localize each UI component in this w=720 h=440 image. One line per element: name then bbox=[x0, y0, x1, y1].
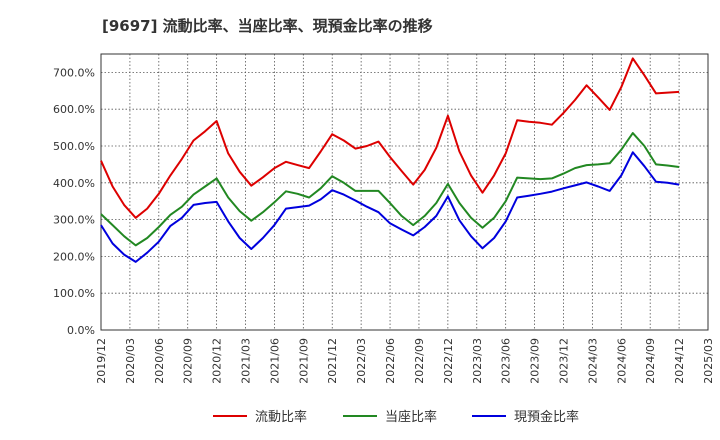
y-tick-label: 400.0% bbox=[53, 177, 95, 190]
y-tick-label: 600.0% bbox=[53, 103, 95, 116]
x-tick-label: 2022/09 bbox=[413, 338, 426, 384]
legend-label-2: 当座比率 bbox=[385, 409, 437, 425]
series-line-3 bbox=[100, 151, 680, 263]
series-line-1 bbox=[100, 57, 680, 219]
grid-layer bbox=[101, 54, 708, 330]
legend-label-1: 流動比率 bbox=[255, 409, 307, 425]
series-layer bbox=[100, 57, 680, 263]
plot-frame bbox=[100, 53, 709, 331]
series-line-2 bbox=[100, 132, 680, 247]
x-tick-label: 2024/03 bbox=[586, 338, 599, 384]
x-tick-label: 2024/09 bbox=[644, 338, 657, 384]
x-axis: 2019/12 2020/03 2020/06 2020/09 2020/12 2021/… bbox=[95, 338, 715, 384]
x-tick-label: 2020/09 bbox=[182, 338, 195, 384]
y-tick-label: 500.0% bbox=[53, 140, 95, 153]
x-tick-label: 2021/03 bbox=[240, 338, 253, 384]
y-tick-label: 100.0% bbox=[53, 287, 95, 300]
x-tick-label: 2019/12 bbox=[95, 338, 108, 384]
legend: 流動比率 当座比率 現預金比率 bbox=[213, 409, 579, 425]
y-tick-label: 700.0% bbox=[53, 66, 95, 79]
y-tick-label: 0.0% bbox=[67, 324, 95, 337]
x-tick-label: 2023/12 bbox=[557, 338, 570, 384]
y-tick-label: 300.0% bbox=[53, 214, 95, 227]
x-tick-label: 2020/12 bbox=[211, 338, 224, 384]
x-tick-label: 2021/12 bbox=[326, 338, 339, 384]
x-tick-label: 2023/03 bbox=[471, 338, 484, 384]
y-axis: 0.0% 100.0% 200.0% 300.0% 400.0% 500.0% 600.0%… bbox=[53, 66, 95, 337]
x-tick-label: 2021/06 bbox=[268, 338, 281, 384]
x-tick-label: 2024/06 bbox=[615, 338, 628, 384]
y-tick-label: 200.0% bbox=[53, 250, 95, 263]
x-tick-label: 2022/12 bbox=[442, 338, 455, 384]
x-tick-label: 2021/09 bbox=[297, 338, 310, 384]
x-tick-label: 2020/03 bbox=[124, 338, 137, 384]
x-tick-label: 2022/06 bbox=[384, 338, 397, 384]
x-tick-label: 2025/03 bbox=[702, 338, 715, 384]
x-tick-label: 2024/12 bbox=[673, 338, 686, 384]
chart-title: [9697] 流動比率、当座比率、現預金比率の推移 bbox=[102, 17, 433, 35]
x-tick-label: 2023/06 bbox=[500, 338, 513, 384]
x-tick-label: 2020/06 bbox=[153, 338, 166, 384]
x-tick-label: 2022/03 bbox=[355, 338, 368, 384]
legend-label-3: 現預金比率 bbox=[514, 409, 579, 425]
x-tick-label: 2023/09 bbox=[529, 338, 542, 384]
